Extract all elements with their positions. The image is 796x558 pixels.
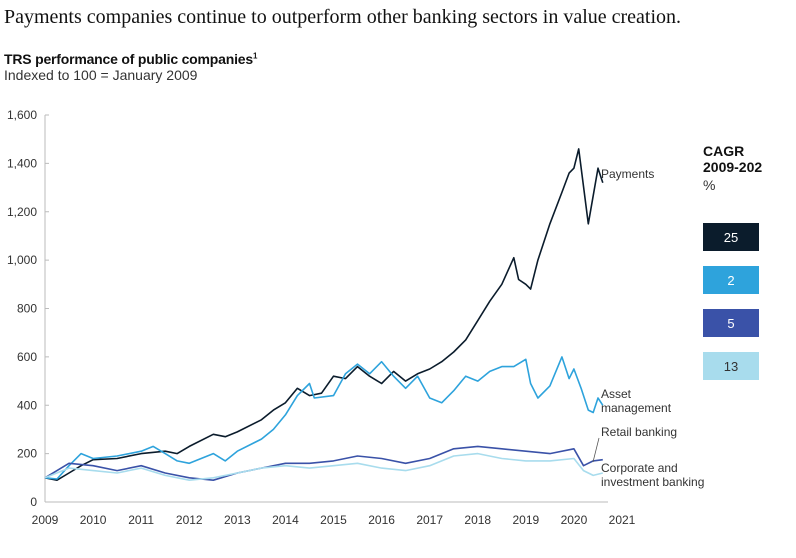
x-tick-label: 2016 bbox=[368, 513, 395, 527]
x-tick-label: 2019 bbox=[512, 513, 539, 527]
x-tick-label: 2017 bbox=[416, 513, 443, 527]
series-line-retail-banking bbox=[44, 445, 603, 481]
x-tick-label: 2020 bbox=[561, 513, 588, 527]
series-label: Payments bbox=[601, 167, 654, 181]
y-tick-label: 400 bbox=[17, 398, 37, 412]
label-leader-line bbox=[592, 437, 600, 463]
series-line-payments bbox=[44, 148, 604, 481]
x-tick-label: 2021 bbox=[609, 513, 636, 527]
cagr-badge-asset-management: 2 bbox=[703, 266, 759, 294]
series-label: Corporate and bbox=[601, 461, 678, 475]
cagr-header: CAGR 2009-202 bbox=[703, 143, 762, 175]
chart-subtitle: Indexed to 100 = January 2009 bbox=[4, 67, 198, 83]
x-tick-label: 2012 bbox=[176, 513, 203, 527]
chart-title-text: TRS performance of public companies bbox=[4, 51, 253, 67]
y-tick-label: 0 bbox=[30, 495, 37, 509]
series-label: Asset bbox=[601, 387, 632, 401]
y-tick-label: 600 bbox=[17, 350, 37, 364]
cagr-badge-corporate-investment-banking: 13 bbox=[703, 352, 759, 380]
y-tick-label: 200 bbox=[17, 447, 37, 461]
cagr-badge-retail-banking: 5 bbox=[703, 309, 759, 337]
x-tick-label: 2014 bbox=[272, 513, 299, 527]
cagr-badge-payments: 25 bbox=[703, 223, 759, 251]
x-tick-label: 2009 bbox=[32, 513, 59, 527]
series-line-asset-management bbox=[44, 356, 604, 480]
page-title: Payments companies continue to outperfor… bbox=[4, 6, 682, 28]
y-tick-label: 1,400 bbox=[7, 156, 37, 170]
x-tick-label: 2013 bbox=[224, 513, 251, 527]
y-tick-label: 1,200 bbox=[7, 205, 37, 219]
chart-title: TRS performance of public companies1 bbox=[4, 51, 257, 67]
series-label: investment banking bbox=[601, 475, 704, 489]
y-tick-label: 1,000 bbox=[7, 253, 37, 267]
x-tick-label: 2010 bbox=[80, 513, 107, 527]
series-line-corporate-and-investment-banking bbox=[44, 452, 603, 481]
y-tick-label: 1,600 bbox=[7, 108, 37, 122]
x-tick-label: 2015 bbox=[320, 513, 347, 527]
series-label: Retail banking bbox=[601, 425, 677, 439]
x-tick-label: 2011 bbox=[128, 513, 154, 527]
cagr-header-line: 2009-202 bbox=[703, 159, 763, 175]
y-tick-label: 800 bbox=[17, 302, 37, 316]
cagr-unit: % bbox=[703, 177, 716, 193]
x-tick-label: 2018 bbox=[464, 513, 491, 527]
series-label: management bbox=[601, 401, 672, 415]
footnote-marker: 1 bbox=[252, 51, 258, 61]
cagr-header-line: CAGR bbox=[703, 143, 745, 159]
